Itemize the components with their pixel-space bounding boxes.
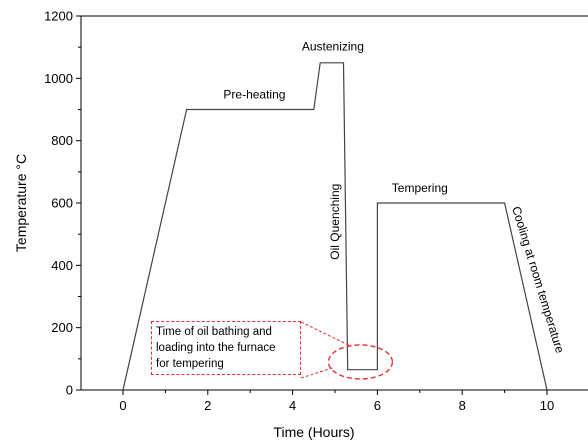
y-tick-label: 200: [51, 320, 73, 335]
callout-line-2: loading into the furnace: [156, 342, 276, 354]
callout-box: Time of oil bathing and loading into the…: [151, 321, 301, 375]
callout-ellipse: [327, 344, 394, 380]
x-tick-label: 6: [374, 398, 381, 413]
annotation-label: Austenizing: [302, 39, 364, 53]
callout-marks: [300, 321, 394, 380]
temperature-profile-line: [122, 62, 548, 391]
ticks: 0 200 400 600 800 1000 1200 0 2 4 6 8 10: [44, 9, 554, 414]
y-tick-label: 800: [51, 133, 73, 148]
y-tick-label: 400: [51, 258, 73, 273]
annotations: Pre-heating Austenizing Oil Quenching Tempe…: [223, 39, 567, 355]
y-tick-label: 1200: [44, 9, 73, 24]
x-axis-title: Time (Hours): [273, 424, 354, 440]
x-tick-label: 4: [289, 398, 296, 413]
x-tick-label: 0: [119, 398, 126, 413]
y-tick-label: 600: [51, 196, 73, 211]
y-tick-label: 0: [66, 383, 73, 398]
callout-leader-bottom: [300, 367, 333, 379]
y-axis-title: Temperature °C: [13, 154, 29, 252]
callout-leader-top: [300, 321, 351, 347]
callout-line-3: for tempering: [156, 358, 224, 370]
annotation-label: Cooling at room temperature: [509, 205, 567, 355]
callout-line-1: Time of oil bathing and: [156, 326, 272, 338]
x-tick-label: 8: [459, 398, 466, 413]
series: [122, 62, 548, 391]
x-tick-label: 10: [540, 398, 554, 413]
x-tick-label: 2: [204, 398, 211, 413]
y-tick-label: 1000: [44, 71, 73, 86]
annotation-label: Oil Quenching: [328, 184, 342, 260]
annotation-label: Pre-heating: [223, 88, 285, 102]
annotation-label: Tempering: [392, 181, 448, 195]
